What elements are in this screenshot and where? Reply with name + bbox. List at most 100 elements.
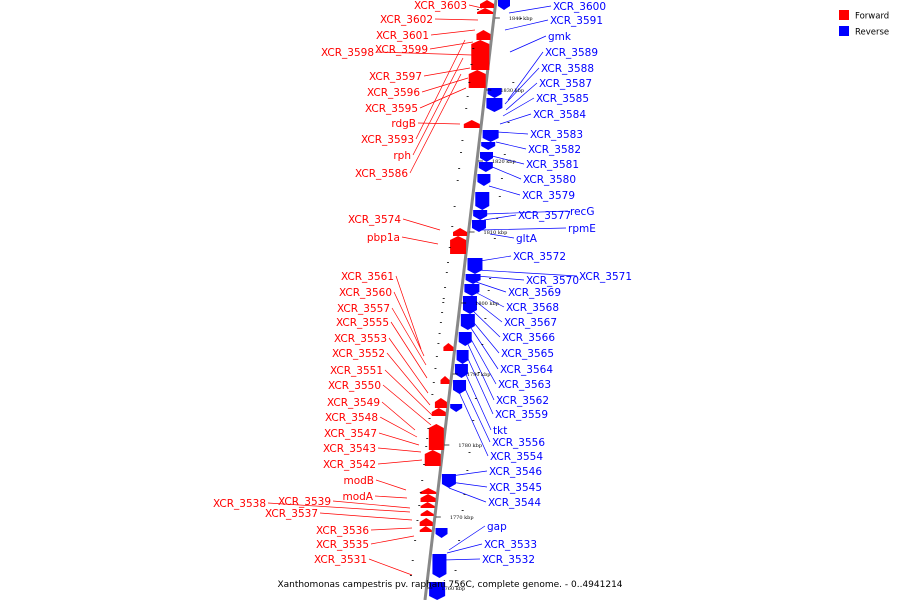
- forward-gene-label[interactable]: XCR_3555: [336, 317, 389, 329]
- reverse-gene[interactable]: [435, 528, 448, 538]
- reverse-gene-label[interactable]: XCR_3582: [528, 144, 581, 156]
- forward-gene[interactable]: [476, 30, 491, 40]
- reverse-gene[interactable]: [475, 192, 490, 210]
- reverse-gene[interactable]: [478, 162, 493, 172]
- reverse-gene-label[interactable]: XCR_3563: [498, 379, 551, 391]
- forward-gene-label[interactable]: XCR_3550: [328, 380, 381, 392]
- reverse-gene-label[interactable]: XCR_3546: [489, 466, 542, 478]
- reverse-gene[interactable]: [453, 380, 467, 394]
- reverse-gene-label[interactable]: gap: [487, 521, 507, 533]
- forward-gene-label[interactable]: XCR_3552: [332, 348, 385, 360]
- reverse-gene-label[interactable]: XCR_3584: [533, 109, 586, 121]
- forward-gene-label[interactable]: XCR_3597: [369, 71, 422, 83]
- reverse-gene-label[interactable]: XCR_3571: [579, 271, 632, 283]
- reverse-gene[interactable]: [498, 0, 510, 10]
- forward-gene[interactable]: [450, 236, 467, 254]
- reverse-gene-label[interactable]: XCR_3565: [501, 348, 554, 360]
- reverse-gene-label[interactable]: XCR_3559: [495, 409, 548, 421]
- forward-gene-label[interactable]: modA: [342, 491, 373, 503]
- reverse-gene-label[interactable]: gmk: [548, 31, 572, 43]
- reverse-gene-label[interactable]: XCR_3568: [506, 302, 559, 314]
- reverse-gene-label[interactable]: XCR_3562: [496, 395, 549, 407]
- reverse-gene-label[interactable]: XCR_3588: [541, 63, 594, 75]
- reverse-gene[interactable]: [464, 284, 480, 296]
- forward-gene-label[interactable]: XCR_3595: [365, 103, 418, 115]
- reverse-gene[interactable]: [458, 332, 472, 346]
- forward-gene-label[interactable]: modB: [343, 475, 374, 487]
- forward-gene-label[interactable]: XCR_3535: [316, 539, 369, 551]
- forward-gene-label[interactable]: XCR_3537: [265, 508, 318, 520]
- reverse-gene[interactable]: [465, 274, 481, 284]
- reverse-gene[interactable]: [473, 210, 488, 220]
- reverse-gene-label[interactable]: XCR_3587: [539, 78, 592, 90]
- forward-gene-label[interactable]: XCR_3531: [314, 554, 367, 566]
- forward-gene-label[interactable]: XCR_3603: [414, 0, 467, 12]
- forward-gene-label[interactable]: rdgB: [391, 118, 416, 130]
- reverse-gene[interactable]: [471, 220, 486, 232]
- forward-gene-label[interactable]: XCR_3549: [327, 397, 380, 409]
- reverse-gene-label[interactable]: rpmE: [568, 223, 596, 235]
- forward-gene-label[interactable]: XCR_3542: [323, 459, 376, 471]
- forward-gene[interactable]: [428, 424, 444, 450]
- forward-gene-label[interactable]: XCR_3547: [324, 428, 377, 440]
- forward-gene-label[interactable]: XCR_3539: [278, 496, 331, 508]
- forward-gene-label[interactable]: XCR_3598: [321, 47, 374, 59]
- reverse-gene-label[interactable]: XCR_3577: [518, 210, 571, 222]
- forward-gene-label[interactable]: XCR_3593: [361, 134, 414, 146]
- forward-gene-label[interactable]: XCR_3561: [341, 271, 394, 283]
- forward-gene-label[interactable]: XCR_3601: [376, 30, 429, 42]
- forward-gene[interactable]: [480, 0, 494, 8]
- forward-gene-label[interactable]: rph: [393, 150, 411, 162]
- reverse-gene[interactable]: [450, 404, 463, 412]
- forward-gene[interactable]: [443, 343, 454, 351]
- reverse-gene-label[interactable]: XCR_3585: [536, 93, 589, 105]
- forward-gene[interactable]: [468, 70, 486, 88]
- reverse-gene[interactable]: [486, 98, 503, 112]
- reverse-gene[interactable]: [467, 258, 483, 274]
- reverse-gene-label[interactable]: recG: [570, 206, 594, 218]
- reverse-gene-label[interactable]: XCR_3591: [550, 15, 603, 27]
- reverse-gene[interactable]: [432, 554, 447, 578]
- forward-gene-label[interactable]: XCR_3596: [367, 87, 420, 99]
- reverse-gene[interactable]: [429, 582, 446, 600]
- reverse-gene[interactable]: [462, 296, 477, 314]
- reverse-gene[interactable]: [456, 350, 469, 364]
- reverse-gene-label[interactable]: XCR_3554: [490, 451, 543, 463]
- reverse-gene-label[interactable]: XCR_3579: [522, 190, 575, 202]
- forward-gene-label[interactable]: XCR_3536: [316, 525, 369, 537]
- reverse-gene-label[interactable]: tkt: [493, 425, 507, 437]
- forward-gene[interactable]: [431, 408, 446, 416]
- forward-gene[interactable]: [420, 488, 437, 494]
- reverse-gene-label[interactable]: XCR_3570: [526, 275, 579, 287]
- forward-gene-label[interactable]: XCR_3557: [337, 303, 390, 315]
- reverse-gene-label[interactable]: XCR_3556: [492, 437, 545, 449]
- forward-gene-label[interactable]: XCR_3574: [348, 214, 401, 226]
- forward-gene[interactable]: [420, 510, 434, 516]
- forward-gene[interactable]: [453, 228, 468, 236]
- forward-gene-label[interactable]: XCR_3551: [330, 365, 383, 377]
- reverse-gene-label[interactable]: XCR_3572: [513, 251, 566, 263]
- forward-gene[interactable]: [434, 398, 447, 408]
- reverse-gene-label[interactable]: XCR_3566: [502, 332, 555, 344]
- forward-gene-label[interactable]: XCR_3548: [325, 412, 378, 424]
- reverse-gene[interactable]: [481, 142, 496, 150]
- reverse-gene[interactable]: [460, 314, 475, 330]
- forward-gene-label[interactable]: XCR_3586: [355, 168, 408, 180]
- reverse-gene-label[interactable]: XCR_3533: [484, 539, 537, 551]
- reverse-gene-label[interactable]: XCR_3600: [553, 1, 606, 13]
- reverse-gene-label[interactable]: XCR_3532: [482, 554, 535, 566]
- forward-gene[interactable]: [419, 526, 432, 532]
- reverse-gene-label[interactable]: XCR_3569: [508, 287, 561, 299]
- reverse-gene-label[interactable]: XCR_3581: [526, 159, 579, 171]
- reverse-gene[interactable]: [441, 474, 456, 488]
- forward-gene-label[interactable]: XCR_3602: [380, 14, 433, 26]
- forward-gene-label[interactable]: XCR_3538: [213, 498, 266, 510]
- forward-gene-label[interactable]: XCR_3560: [339, 287, 392, 299]
- reverse-gene[interactable]: [487, 88, 502, 98]
- forward-gene[interactable]: [420, 494, 436, 502]
- forward-gene[interactable]: [419, 518, 433, 526]
- reverse-gene-label[interactable]: XCR_3564: [500, 364, 553, 376]
- reverse-gene-label[interactable]: gltA: [516, 233, 538, 245]
- forward-gene[interactable]: [424, 450, 441, 466]
- forward-gene-label[interactable]: pbp1a: [367, 232, 400, 244]
